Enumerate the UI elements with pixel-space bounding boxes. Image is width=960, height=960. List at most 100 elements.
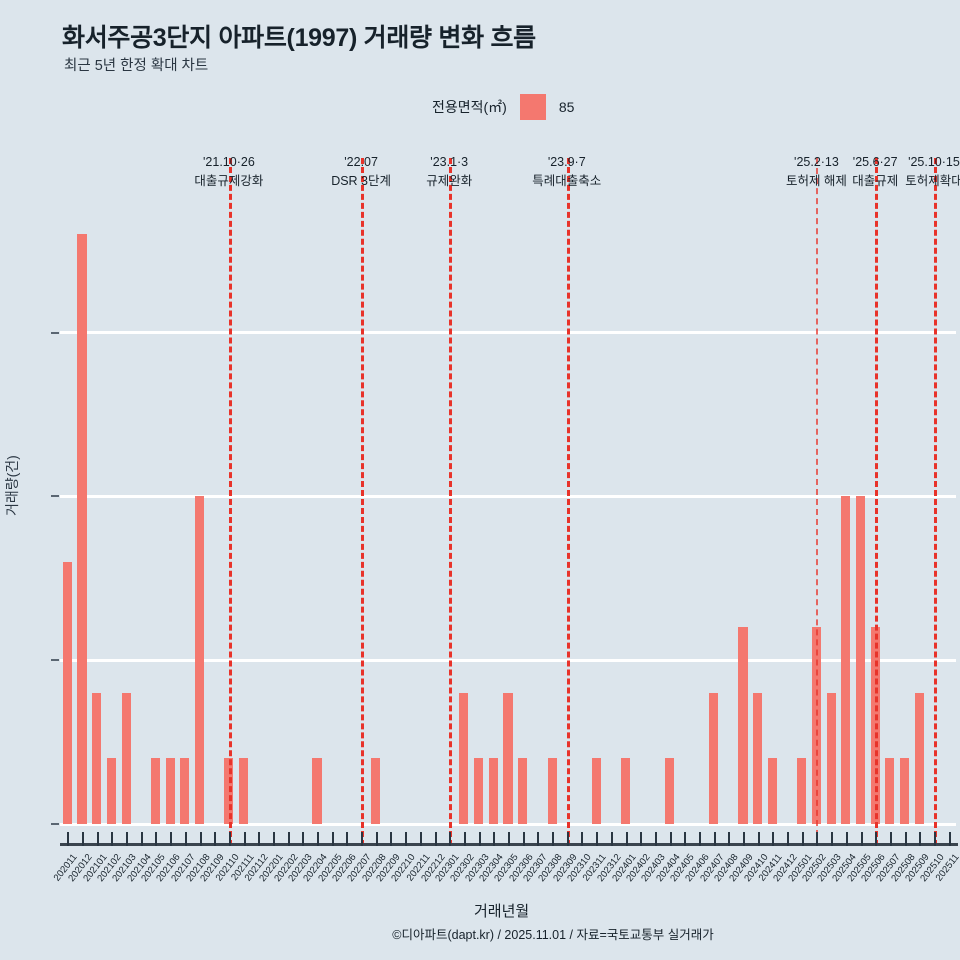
x-axis-tick-mark <box>713 832 716 846</box>
x-axis-tick-mark <box>552 832 555 846</box>
bar[interactable] <box>239 758 249 824</box>
x-axis-tick-mark <box>875 832 878 846</box>
x-axis-tick-mark <box>243 832 246 846</box>
bar[interactable] <box>753 692 763 824</box>
y-axis-tick-mark <box>51 331 59 334</box>
x-axis-tick-mark <box>889 832 892 846</box>
x-axis-tick-mark <box>698 832 701 846</box>
bar[interactable] <box>620 758 631 824</box>
x-axis-tick-mark <box>346 832 349 846</box>
event-marker-line <box>449 158 453 846</box>
legend-entry-label: 85 <box>558 99 575 115</box>
event-annotation-text: 규제완화 <box>426 174 473 189</box>
x-axis-tick-mark <box>860 832 863 846</box>
event-annotation-label: '23.1·3 규제완화 <box>426 153 472 192</box>
event-annotation-label: '25.2·13 토허제 해제 <box>786 153 847 192</box>
bar[interactable] <box>503 692 513 824</box>
event-annotation-label: '25.10·15 토허제확대 <box>905 153 960 192</box>
bar[interactable] <box>180 758 190 824</box>
x-axis-tick-mark <box>625 832 628 846</box>
bar[interactable] <box>885 758 895 824</box>
bar[interactable] <box>665 758 675 824</box>
x-axis-tick-mark <box>463 832 466 846</box>
x-axis-tick-mark <box>228 832 231 846</box>
event-annotation-date: '21.10·26 <box>203 155 255 169</box>
x-axis-tick-mark <box>581 832 584 846</box>
x-axis-title: 거래년월 <box>474 903 530 920</box>
bar[interactable] <box>709 692 719 824</box>
event-marker-line <box>361 158 365 846</box>
x-axis-tick-mark <box>434 832 437 846</box>
bar[interactable] <box>855 496 866 824</box>
bar[interactable] <box>121 692 131 824</box>
legend-title: 전용면적(㎡) <box>432 99 507 115</box>
event-marker-line <box>228 158 232 846</box>
bar[interactable] <box>591 758 601 824</box>
y-axis-tick-mark <box>51 495 59 498</box>
x-axis-tick-mark <box>831 832 834 846</box>
event-annotation-text: 대출규제 <box>852 174 899 189</box>
event-annotation-text: 토허제 해제 <box>785 174 847 189</box>
x-axis-tick-mark <box>419 832 422 846</box>
bar[interactable] <box>312 758 322 824</box>
bar[interactable] <box>371 758 381 824</box>
bar[interactable] <box>459 692 469 824</box>
x-axis-tick-mark <box>331 832 334 846</box>
x-axis-tick-mark <box>302 832 305 846</box>
bar[interactable] <box>474 758 484 824</box>
bar[interactable] <box>547 758 557 824</box>
x-axis-tick-mark <box>317 832 320 846</box>
bar[interactable] <box>194 496 205 824</box>
event-marker-line <box>875 158 879 846</box>
x-axis-tick-mark <box>126 832 129 846</box>
bar[interactable] <box>767 758 777 824</box>
x-axis-tick-mark <box>361 832 364 846</box>
bar[interactable] <box>738 627 748 824</box>
y-axis-title: 거래량(건) <box>4 455 20 516</box>
bar[interactable] <box>797 758 807 824</box>
x-axis-tick-mark <box>596 832 599 846</box>
bar[interactable] <box>914 692 924 824</box>
x-axis-tick-mark <box>948 832 951 846</box>
bar[interactable] <box>841 496 851 824</box>
x-axis-tick-mark <box>375 832 378 846</box>
event-annotation-label: '21.10·26 대출규제강화 <box>194 153 263 192</box>
x-axis-tick-mark <box>155 832 158 846</box>
x-axis-tick-mark <box>96 832 99 846</box>
x-axis-tick-mark <box>537 832 540 846</box>
bar[interactable] <box>900 758 910 824</box>
x-axis-tick-mark <box>493 832 496 846</box>
bar[interactable] <box>811 627 821 824</box>
bar[interactable] <box>165 758 175 824</box>
x-axis-tick-mark <box>787 832 790 846</box>
x-axis-tick-mark <box>390 832 393 846</box>
bar[interactable] <box>488 758 498 824</box>
x-axis-tick-mark <box>845 832 848 846</box>
x-axis-tick-mark <box>816 832 819 846</box>
bar[interactable] <box>77 234 87 824</box>
x-axis-tick-mark <box>743 832 746 846</box>
event-annotation-text: 토허제확대 <box>905 174 960 189</box>
bar[interactable] <box>106 758 116 824</box>
bar[interactable] <box>518 758 528 824</box>
event-annotation-date: '22.07 <box>344 155 378 169</box>
event-annotation-label: '23.9·7 특례대출축소 <box>532 153 601 192</box>
x-axis-tick-mark <box>566 832 569 846</box>
event-annotation-text: 대출규제강화 <box>194 174 264 189</box>
bar[interactable] <box>826 692 836 824</box>
bar[interactable] <box>92 692 102 824</box>
bar[interactable] <box>150 758 161 824</box>
x-axis-tick-mark <box>757 832 760 846</box>
chart-legend: 전용면적(㎡) 85 <box>432 94 574 120</box>
x-axis-tick-mark <box>610 832 613 846</box>
x-axis-tick-mark <box>654 832 657 846</box>
x-axis-tick-mark <box>82 832 85 846</box>
bar[interactable] <box>62 561 72 824</box>
x-axis-tick-mark <box>772 832 775 846</box>
x-axis-tick-mark <box>111 832 114 846</box>
x-axis-tick-mark <box>684 832 687 846</box>
x-axis-tick-mark <box>67 832 70 846</box>
x-axis-tick-mark <box>199 832 202 846</box>
